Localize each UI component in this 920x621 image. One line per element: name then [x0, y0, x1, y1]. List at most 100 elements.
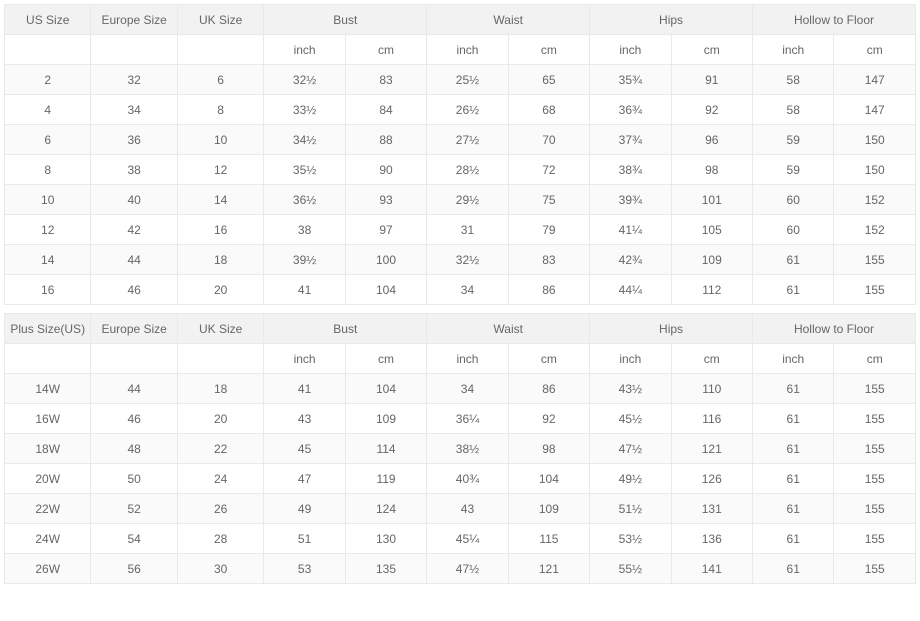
cell-eu: 50	[91, 464, 177, 494]
cell-hips-in: 41¼	[590, 215, 671, 245]
cell-uk: 18	[177, 374, 263, 404]
cell-bust-cm: 130	[345, 524, 426, 554]
cell-eu: 46	[91, 404, 177, 434]
cell-hips-in: 55½	[590, 554, 671, 584]
table-row: 26W56305313547½12155½14161155	[5, 554, 916, 584]
cell-waist-in: 36¼	[427, 404, 508, 434]
cell-hollow-cm: 155	[834, 554, 916, 584]
cell-bust-in: 32½	[264, 65, 345, 95]
unit-inch: inch	[264, 344, 345, 374]
cell-hollow-in: 61	[752, 404, 833, 434]
cell-eu: 40	[91, 185, 177, 215]
cell-hips-in: 44¼	[590, 275, 671, 305]
cell-waist-cm: 92	[508, 404, 589, 434]
blank-cell	[5, 35, 91, 65]
col-hips: Hips	[590, 314, 753, 344]
unit-cm: cm	[508, 344, 589, 374]
cell-uk: 20	[177, 275, 263, 305]
cell-hips-in: 38¾	[590, 155, 671, 185]
cell-bust-in: 38	[264, 215, 345, 245]
cell-hollow-cm: 155	[834, 434, 916, 464]
cell-eu: 52	[91, 494, 177, 524]
cell-waist-cm: 115	[508, 524, 589, 554]
cell-hips-in: 53½	[590, 524, 671, 554]
cell-uk: 28	[177, 524, 263, 554]
cell-hollow-in: 61	[752, 554, 833, 584]
header-row-1: US Size Europe Size UK Size Bust Waist H…	[5, 5, 916, 35]
col-hollow-to-floor: Hollow to Floor	[752, 314, 915, 344]
cell-hips-cm: 131	[671, 494, 752, 524]
table-row: 6361034½8827½7037¾9659150	[5, 125, 916, 155]
unit-row: inch cm inch cm inch cm inch cm	[5, 35, 916, 65]
cell-bust-cm: 114	[345, 434, 426, 464]
cell-us: 16W	[5, 404, 91, 434]
col-waist: Waist	[427, 5, 590, 35]
cell-hips-cm: 141	[671, 554, 752, 584]
cell-waist-in: 34	[427, 275, 508, 305]
cell-bust-in: 45	[264, 434, 345, 464]
cell-hollow-in: 59	[752, 125, 833, 155]
unit-inch: inch	[752, 344, 833, 374]
cell-eu: 44	[91, 245, 177, 275]
cell-bust-cm: 100	[345, 245, 426, 275]
size-table-plus: Plus Size(US) Europe Size UK Size Bust W…	[4, 313, 916, 584]
table-row: 16W46204310936¼9245½11661155	[5, 404, 916, 434]
cell-waist-cm: 72	[508, 155, 589, 185]
cell-hips-in: 35¾	[590, 65, 671, 95]
unit-inch: inch	[264, 35, 345, 65]
cell-waist-cm: 65	[508, 65, 589, 95]
cell-bust-cm: 104	[345, 275, 426, 305]
cell-waist-cm: 70	[508, 125, 589, 155]
unit-inch: inch	[752, 35, 833, 65]
cell-waist-in: 27½	[427, 125, 508, 155]
cell-hips-cm: 96	[671, 125, 752, 155]
cell-waist-in: 43	[427, 494, 508, 524]
cell-us: 6	[5, 125, 91, 155]
blank-cell	[177, 344, 263, 374]
cell-eu: 56	[91, 554, 177, 584]
cell-eu: 44	[91, 374, 177, 404]
cell-hollow-in: 61	[752, 275, 833, 305]
cell-hips-in: 42¾	[590, 245, 671, 275]
cell-bust-in: 41	[264, 374, 345, 404]
cell-eu: 48	[91, 434, 177, 464]
cell-bust-cm: 93	[345, 185, 426, 215]
cell-waist-in: 40¾	[427, 464, 508, 494]
table-row: 8381235½9028½7238¾9859150	[5, 155, 916, 185]
cell-uk: 8	[177, 95, 263, 125]
cell-waist-in: 45¼	[427, 524, 508, 554]
cell-us: 14	[5, 245, 91, 275]
size-table-standard: US Size Europe Size UK Size Bust Waist H…	[4, 4, 916, 305]
cell-uk: 30	[177, 554, 263, 584]
col-waist: Waist	[427, 314, 590, 344]
cell-hips-cm: 109	[671, 245, 752, 275]
standard-tbody: inch cm inch cm inch cm inch cm 232632½8…	[5, 35, 916, 305]
cell-hips-cm: 121	[671, 434, 752, 464]
table-row: 22W5226491244310951½13161155	[5, 494, 916, 524]
cell-bust-cm: 88	[345, 125, 426, 155]
cell-us: 26W	[5, 554, 91, 584]
col-hips: Hips	[590, 5, 753, 35]
table-row: 16462041104348644¼11261155	[5, 275, 916, 305]
cell-bust-cm: 97	[345, 215, 426, 245]
cell-uk: 14	[177, 185, 263, 215]
cell-bust-cm: 104	[345, 374, 426, 404]
cell-waist-cm: 98	[508, 434, 589, 464]
cell-hollow-in: 58	[752, 65, 833, 95]
unit-cm: cm	[345, 35, 426, 65]
cell-waist-in: 29½	[427, 185, 508, 215]
cell-eu: 34	[91, 95, 177, 125]
cell-bust-in: 39½	[264, 245, 345, 275]
cell-uk: 26	[177, 494, 263, 524]
cell-bust-in: 53	[264, 554, 345, 584]
cell-waist-cm: 79	[508, 215, 589, 245]
unit-inch: inch	[590, 344, 671, 374]
cell-us: 2	[5, 65, 91, 95]
cell-waist-cm: 109	[508, 494, 589, 524]
cell-bust-in: 36½	[264, 185, 345, 215]
cell-hips-cm: 91	[671, 65, 752, 95]
cell-bust-cm: 84	[345, 95, 426, 125]
table-row: 434833½8426½6836¾9258147	[5, 95, 916, 125]
cell-us: 10	[5, 185, 91, 215]
cell-us: 14W	[5, 374, 91, 404]
